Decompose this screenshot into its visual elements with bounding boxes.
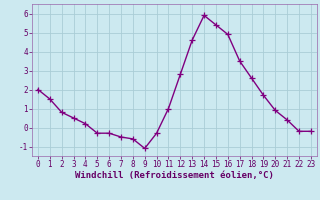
X-axis label: Windchill (Refroidissement éolien,°C): Windchill (Refroidissement éolien,°C)	[75, 171, 274, 180]
